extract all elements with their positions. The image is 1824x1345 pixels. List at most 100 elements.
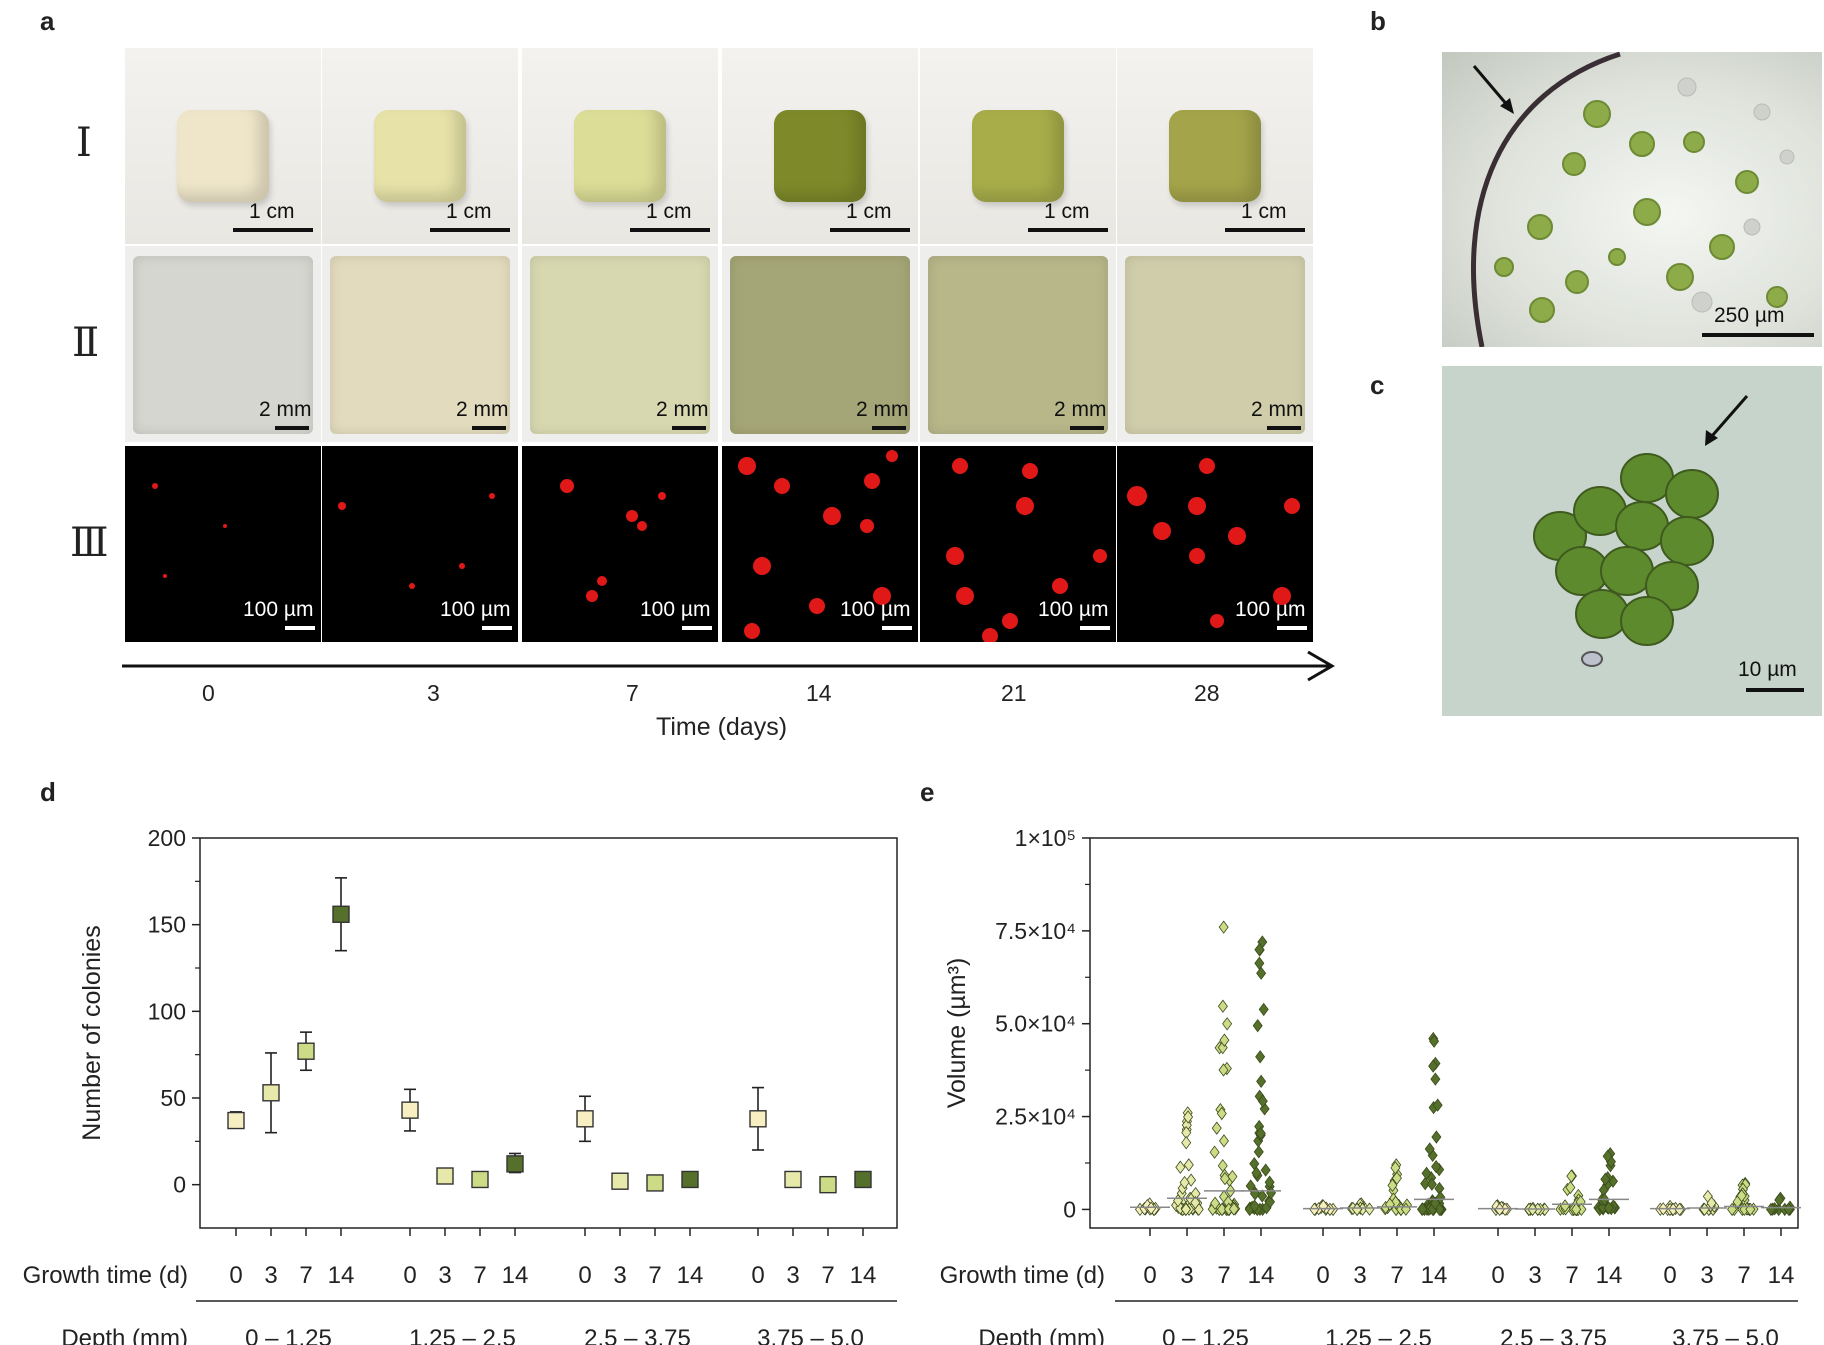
scalebar-label: 2 mm (1054, 398, 1107, 421)
panel-d-chart: 200 150 100 50 0 Number of colonies Growth tim… (23, 825, 898, 1345)
panel-a-row-III-day-21-image: 100 µm (920, 446, 1116, 642)
mean-marker (297, 1042, 315, 1060)
scalebar-label: 2 mm (656, 398, 709, 421)
red-fluorescent-colony (637, 521, 647, 531)
volume-point (1218, 920, 1229, 934)
growth-time-tick: 7 (648, 1262, 661, 1289)
depth-group-label: 1.25 – 2.5 (1325, 1325, 1432, 1345)
y-tick-label: 200 (148, 825, 186, 851)
scalebar-label: 2 mm (1251, 398, 1304, 421)
scalebar-label: 100 µm (243, 598, 314, 621)
volume-point (1254, 956, 1265, 970)
plot-frame (1089, 837, 1799, 1229)
panel-a-row-III-day-28-image: 100 µm (1117, 446, 1313, 642)
growth-time-tick: 3 (1700, 1262, 1713, 1289)
scalebar-label: 1 cm (249, 200, 295, 223)
mean-marker (854, 1170, 872, 1189)
volume-point (1774, 1193, 1785, 1207)
red-fluorescent-colony (489, 493, 495, 499)
red-fluorescent-colony (864, 473, 880, 489)
scalebar (1267, 426, 1301, 430)
hydrogel-section (530, 256, 710, 434)
red-fluorescent-colony (223, 524, 227, 528)
red-fluorescent-colony (409, 583, 415, 589)
panel-b-drawing (1471, 52, 1795, 347)
panel-letter-c: c (1370, 370, 1385, 400)
volume-point (1417, 1202, 1428, 1216)
red-fluorescent-colony (956, 587, 974, 605)
volume-point (1255, 1050, 1266, 1064)
volume-point (1600, 1172, 1611, 1186)
panel-a-row-III-day-7-image: 100 µm (522, 446, 718, 642)
growth-time-tick: 14 (1596, 1262, 1623, 1289)
red-fluorescent-colony (738, 457, 756, 475)
panel-a-row-I-day-14-image: 1 cm (722, 48, 918, 244)
mean-marker (471, 1170, 489, 1189)
volume-point (1180, 1202, 1191, 1217)
volume-point (1190, 1195, 1201, 1210)
scalebar (630, 228, 710, 232)
y-axis-label: Number of colonies (78, 925, 106, 1140)
panel-b-scale-label: 250 µm (1714, 304, 1785, 327)
red-fluorescent-colony (1273, 587, 1291, 605)
panel-a-row-II-day-21-image: 2 mm (920, 246, 1116, 442)
volume-point (1566, 1169, 1577, 1183)
red-fluorescent-colony (860, 519, 874, 533)
panel-a-row-I-day-3-image: 1 cm (322, 48, 518, 244)
volume-point (1219, 1171, 1230, 1186)
red-fluorescent-colony (1093, 549, 1107, 563)
hydrogel-section (928, 256, 1108, 434)
volume-point (1432, 1098, 1443, 1112)
panel-c-scale-label: 10 µm (1738, 658, 1797, 681)
red-fluorescent-colony (1016, 497, 1034, 515)
depth-group-label: 3.75 – 5.0 (1672, 1325, 1779, 1345)
red-fluorescent-colony (1188, 497, 1206, 515)
panel-letter-a: a (40, 6, 55, 36)
fluorescence-spots (738, 450, 898, 639)
mean-marker (681, 1170, 699, 1189)
time-tick: 28 (1194, 680, 1220, 706)
red-fluorescent-colony (626, 510, 638, 522)
red-fluorescent-colony (744, 623, 760, 639)
scalebar (285, 626, 315, 630)
scalebar (1070, 426, 1104, 430)
scalebar (872, 426, 906, 430)
volume-point (1217, 1159, 1228, 1173)
growth-time-tick: 0 (1491, 1262, 1504, 1289)
panel-letter-b: b (1370, 6, 1386, 36)
scalebar (830, 228, 910, 232)
red-fluorescent-colony (753, 557, 771, 575)
volume-point (1251, 1166, 1262, 1180)
panel-a-row-II-day-28-image: 2 mm (1117, 246, 1313, 442)
scalebar-label: 2 mm (456, 398, 509, 421)
time-tick: 21 (1001, 680, 1027, 706)
growth-time-tick: 0 (1316, 1262, 1329, 1289)
growth-time-tick: 3 (438, 1262, 451, 1289)
volume-point (1179, 1175, 1190, 1190)
hydrogel-section (730, 256, 910, 434)
scalebar (482, 626, 512, 630)
growth-time-tick: 0 (403, 1262, 416, 1289)
growth-time-tick: 7 (821, 1262, 834, 1289)
y-tick-label: 0 (173, 1172, 186, 1198)
volume-point (1219, 1033, 1230, 1047)
fluorescence-spots (338, 493, 495, 589)
hydrogel-cube (374, 110, 466, 202)
depth-group-label: 1.25 – 2.5 (409, 1325, 516, 1345)
depth-group-label: 3.75 – 5.0 (757, 1325, 864, 1345)
volume-point (1603, 1201, 1614, 1215)
volume-point (1256, 1074, 1267, 1089)
depth-group-label: 0 – 1.25 (1162, 1325, 1249, 1345)
mean-marker (819, 1175, 837, 1194)
scalebar-label: 1 cm (846, 200, 892, 223)
volume-point (1228, 1202, 1239, 1216)
volume-point (1175, 1160, 1186, 1174)
volume-point (1218, 1134, 1229, 1148)
volume-point (1424, 1142, 1435, 1156)
volume-point (1426, 1177, 1437, 1191)
volume-point (1249, 1199, 1260, 1213)
scalebar-label: 1 cm (446, 200, 492, 223)
volume-point (1254, 942, 1265, 957)
growth-time-tick: 7 (1390, 1262, 1403, 1289)
volume-point (1216, 1202, 1227, 1217)
